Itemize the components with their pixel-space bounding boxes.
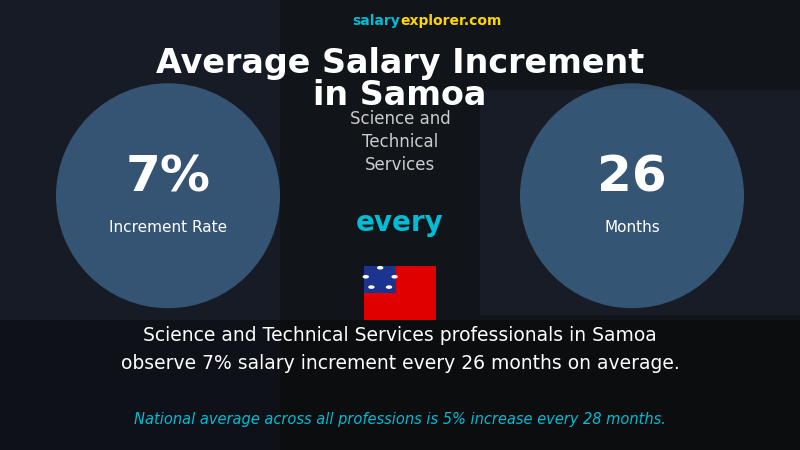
Circle shape: [386, 285, 392, 289]
Ellipse shape: [520, 83, 744, 308]
Ellipse shape: [56, 83, 280, 308]
Text: Average Salary Increment: Average Salary Increment: [156, 47, 644, 80]
Circle shape: [362, 275, 369, 279]
Circle shape: [368, 285, 374, 289]
FancyBboxPatch shape: [480, 90, 800, 315]
Text: Increment Rate: Increment Rate: [109, 220, 227, 235]
Circle shape: [391, 275, 398, 279]
Text: Science and Technical Services professionals in Samoa
observe 7% salary incremen: Science and Technical Services professio…: [121, 326, 679, 373]
FancyBboxPatch shape: [0, 0, 280, 450]
Text: 26: 26: [597, 154, 667, 202]
Text: 7%: 7%: [126, 154, 210, 202]
Text: salary: salary: [352, 14, 400, 28]
Text: every: every: [356, 209, 444, 237]
FancyBboxPatch shape: [364, 266, 436, 320]
Text: explorer.com: explorer.com: [400, 14, 502, 28]
Circle shape: [377, 266, 383, 270]
Text: Months: Months: [604, 220, 660, 235]
Text: Science and
Technical
Services: Science and Technical Services: [350, 110, 450, 174]
FancyBboxPatch shape: [364, 266, 397, 292]
Text: in Samoa: in Samoa: [314, 79, 486, 112]
Text: National average across all professions is 5% increase every 28 months.: National average across all professions …: [134, 412, 666, 427]
FancyBboxPatch shape: [0, 320, 800, 450]
